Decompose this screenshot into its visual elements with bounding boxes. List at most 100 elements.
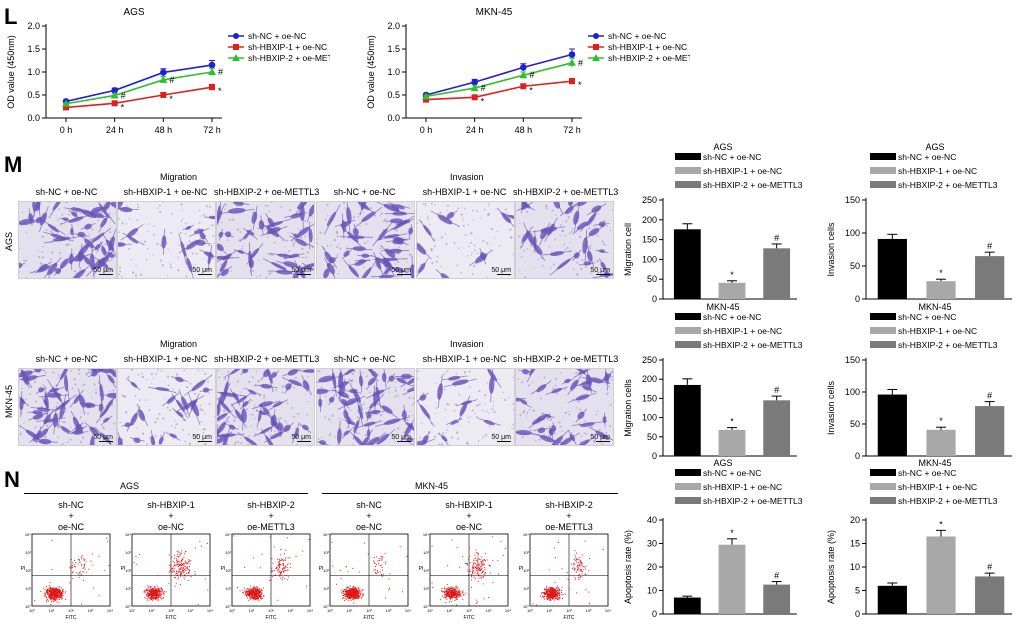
event (149, 597, 150, 598)
event (148, 590, 149, 591)
event (180, 576, 181, 577)
pore (352, 444, 354, 445)
event (285, 560, 286, 561)
event (177, 573, 178, 574)
chart-title: AGS (713, 458, 732, 468)
y-tick-label: 2.0 (387, 21, 400, 31)
pore (40, 262, 42, 264)
event (349, 596, 350, 597)
event (477, 573, 478, 574)
pore (532, 226, 534, 228)
event (46, 593, 47, 594)
pore (588, 227, 590, 229)
event (344, 593, 345, 594)
series-line (66, 87, 212, 107)
pore (332, 416, 333, 417)
event (286, 575, 287, 576)
pore (380, 214, 381, 215)
event (158, 588, 159, 589)
cell-process (56, 422, 75, 436)
event (84, 564, 85, 565)
event (258, 594, 259, 595)
pore (287, 240, 289, 242)
pore (546, 207, 548, 209)
pore (499, 245, 501, 247)
event (177, 561, 178, 562)
event (279, 575, 280, 576)
pore (483, 209, 485, 211)
event (162, 598, 163, 599)
event (382, 567, 383, 568)
event (251, 590, 252, 591)
pore (64, 411, 66, 413)
pore (434, 436, 436, 438)
pore (197, 370, 199, 372)
pore (487, 276, 488, 277)
bar (719, 283, 746, 299)
flow-header-line: + (226, 511, 316, 522)
event (374, 557, 375, 558)
event (51, 595, 52, 596)
pore (380, 414, 382, 416)
cell (162, 391, 181, 409)
cell (516, 396, 531, 408)
pore (240, 442, 242, 444)
pore (284, 246, 285, 247)
pore (571, 212, 572, 213)
event (345, 591, 346, 592)
event (355, 590, 356, 591)
x-tick-label: 10⁴ (307, 608, 313, 613)
event (355, 597, 356, 598)
pore (155, 373, 157, 375)
pore (370, 207, 372, 209)
event (381, 565, 382, 566)
event (160, 597, 161, 598)
event (150, 588, 151, 589)
event (344, 589, 345, 590)
pore (118, 218, 120, 220)
pore (560, 372, 562, 374)
event (180, 571, 181, 572)
event (252, 589, 253, 590)
event (472, 565, 473, 566)
significance-mark: * (481, 96, 485, 106)
event (139, 554, 140, 555)
pore (301, 248, 303, 250)
pore (180, 232, 182, 234)
event (373, 560, 374, 561)
event (252, 593, 253, 594)
event (85, 569, 86, 570)
y-tick-label: 40 (647, 515, 657, 525)
event (245, 591, 246, 592)
cell-process (569, 393, 596, 402)
event (358, 594, 359, 595)
pore (336, 246, 338, 248)
event (158, 595, 159, 596)
event (84, 560, 85, 561)
event (157, 586, 158, 587)
event (283, 565, 284, 566)
event (62, 595, 63, 596)
flow-header-line: + (26, 511, 116, 522)
pore (371, 418, 372, 419)
cell (372, 221, 394, 247)
pore (296, 444, 298, 445)
event (261, 599, 262, 600)
event (360, 592, 361, 593)
data-point (112, 100, 118, 106)
pore (441, 236, 443, 238)
event (51, 601, 52, 602)
pore (513, 253, 514, 255)
x-tick-label: 10⁴ (505, 608, 511, 613)
pore (595, 414, 597, 416)
legend-label: sh-HBXIP-1 + oe-NC (608, 42, 687, 52)
event (108, 565, 109, 566)
event (276, 567, 277, 568)
event (156, 598, 157, 599)
cell-body (70, 268, 87, 278)
pore (597, 260, 599, 262)
panel-label-n: N (4, 467, 20, 493)
legend-swatch (675, 167, 701, 174)
event (176, 583, 177, 584)
event (476, 552, 477, 553)
